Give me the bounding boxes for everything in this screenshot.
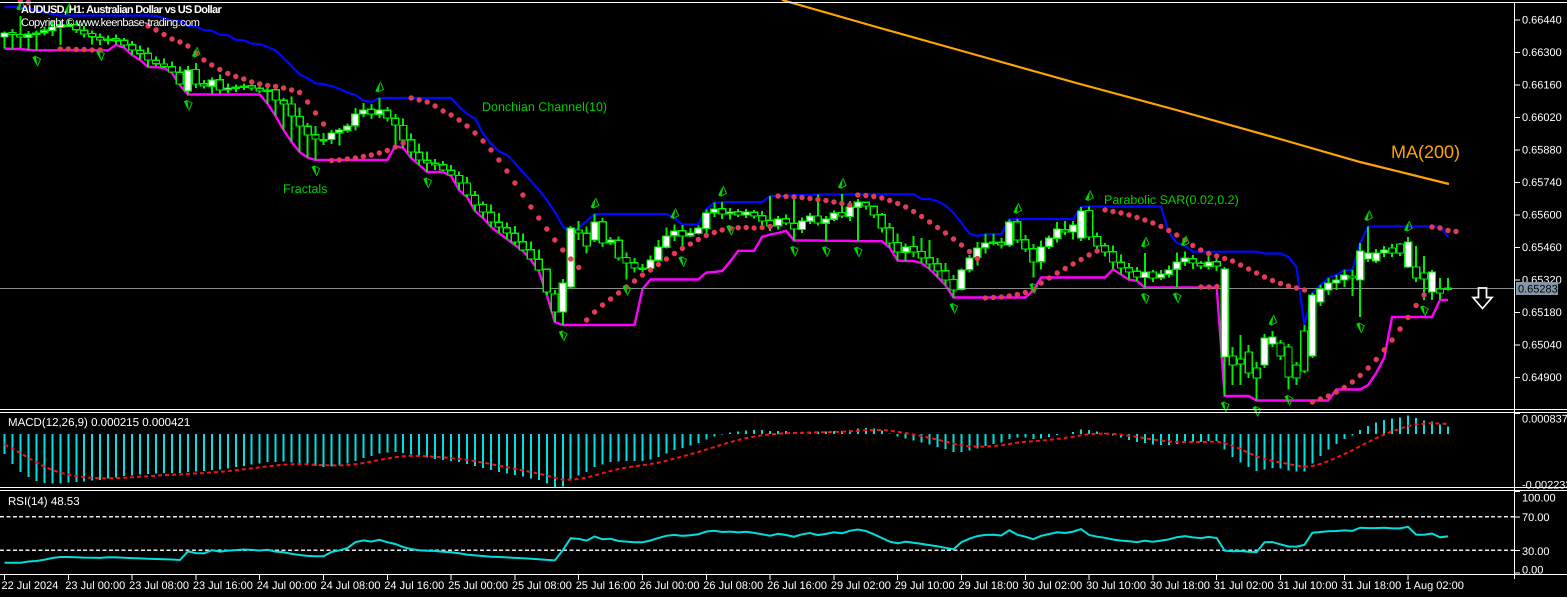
svg-text:26 Jul 16:00: 26 Jul 16:00 [767, 580, 827, 592]
svg-text:23 Jul 00:00: 23 Jul 00:00 [65, 580, 125, 592]
svg-text:31 Jul 10:00: 31 Jul 10:00 [1278, 580, 1338, 592]
svg-text:RSI(14) 48.53: RSI(14) 48.53 [8, 496, 80, 508]
svg-text:0.65040: 0.65040 [1522, 339, 1562, 351]
svg-text:MA(200): MA(200) [1391, 142, 1460, 162]
svg-text:0.66160: 0.66160 [1522, 79, 1562, 91]
svg-text:30 Jul 10:00: 30 Jul 10:00 [1086, 580, 1146, 592]
svg-text:Fractals: Fractals [283, 182, 327, 196]
svg-text:23 Jul 16:00: 23 Jul 16:00 [193, 580, 253, 592]
svg-text:70.00: 70.00 [1522, 512, 1550, 524]
svg-text:Copyright © www.keenbase-tradi: Copyright © www.keenbase-trading.com [21, 17, 200, 29]
svg-text:29 Jul 02:00: 29 Jul 02:00 [831, 580, 891, 592]
svg-text:0.64900: 0.64900 [1522, 372, 1562, 384]
svg-text:-0.002233: -0.002233 [1522, 480, 1567, 492]
svg-text:25 Jul 16:00: 25 Jul 16:00 [576, 580, 636, 592]
svg-text:24 Jul 16:00: 24 Jul 16:00 [384, 580, 444, 592]
svg-text:0.66440: 0.66440 [1522, 14, 1562, 26]
svg-text:23 Jul 08:00: 23 Jul 08:00 [129, 580, 189, 592]
svg-text:25 Jul 00:00: 25 Jul 00:00 [448, 580, 508, 592]
svg-text:0.65600: 0.65600 [1522, 209, 1562, 221]
svg-text:0.00: 0.00 [1522, 565, 1543, 577]
svg-text:0.66300: 0.66300 [1522, 47, 1562, 59]
svg-text:26 Jul 00:00: 26 Jul 00:00 [640, 580, 700, 592]
svg-text:100.00: 100.00 [1522, 492, 1556, 504]
svg-text:29 Jul 18:00: 29 Jul 18:00 [959, 580, 1019, 592]
svg-text:0.65740: 0.65740 [1522, 177, 1562, 189]
svg-text:0.65180: 0.65180 [1522, 307, 1562, 319]
svg-text:25 Jul 08:00: 25 Jul 08:00 [512, 580, 572, 592]
svg-text:0.65880: 0.65880 [1522, 144, 1562, 156]
svg-text:0.000837: 0.000837 [1522, 414, 1567, 426]
svg-text:AUDUSD, H1: Australian Dollar: AUDUSD, H1: Australian Dollar vs US Doll… [21, 4, 222, 16]
svg-text:0.65283: 0.65283 [1518, 284, 1558, 296]
svg-text:26 Jul 08:00: 26 Jul 08:00 [703, 580, 763, 592]
svg-text:30 Jul 02:00: 30 Jul 02:00 [1022, 580, 1082, 592]
svg-text:31 Jul 02:00: 31 Jul 02:00 [1214, 580, 1274, 592]
svg-text:Parabolic SAR(0.02,0.2): Parabolic SAR(0.02,0.2) [1104, 193, 1239, 207]
svg-text:24 Jul 08:00: 24 Jul 08:00 [321, 580, 381, 592]
svg-text:29 Jul 10:00: 29 Jul 10:00 [895, 580, 955, 592]
svg-text:1 Aug 02:00: 1 Aug 02:00 [1405, 580, 1464, 592]
svg-text:31 Jul 18:00: 31 Jul 18:00 [1341, 580, 1401, 592]
svg-text:MACD(12,26,9) 0.000215 0.00042: MACD(12,26,9) 0.000215 0.000421 [8, 417, 190, 429]
svg-text:30.00: 30.00 [1522, 546, 1550, 558]
svg-text:0.66020: 0.66020 [1522, 112, 1562, 124]
svg-text:0.65460: 0.65460 [1522, 242, 1562, 254]
svg-text:22 Jul 2024: 22 Jul 2024 [2, 580, 59, 592]
svg-text:30 Jul 18:00: 30 Jul 18:00 [1150, 580, 1210, 592]
svg-text:24 Jul 00:00: 24 Jul 00:00 [257, 580, 317, 592]
svg-text:Donchian Channel(10): Donchian Channel(10) [482, 100, 607, 114]
